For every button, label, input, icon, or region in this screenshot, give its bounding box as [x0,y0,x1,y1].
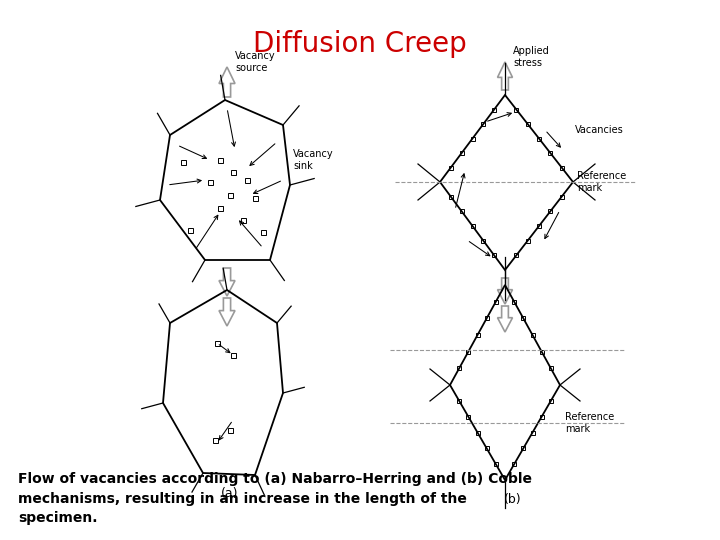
Bar [217,206,222,211]
Bar [245,178,250,183]
Bar [540,350,544,354]
Text: Reference
mark: Reference mark [577,171,626,193]
Bar [514,253,518,258]
Bar [470,224,474,228]
Bar [559,165,564,170]
Bar [253,195,258,200]
Bar [512,462,516,466]
Bar [467,415,470,419]
Text: Flow of vacancies according to (a) Nabarro–Herring and (b) Coble
mechanisms, res: Flow of vacancies according to (a) Nabar… [18,472,532,525]
Text: Diffusion Creep: Diffusion Creep [253,30,467,58]
Bar [512,300,516,303]
Text: Vacancies: Vacancies [575,125,624,135]
Bar [531,430,534,435]
Bar [559,194,564,199]
Bar [187,227,192,233]
Bar [492,107,496,111]
Bar [549,399,553,403]
Bar [494,300,498,303]
Bar [212,437,217,442]
Bar [521,316,526,320]
Bar [526,122,530,126]
Text: (a): (a) [221,487,239,500]
Bar [540,415,544,419]
Bar [240,218,246,222]
Bar [261,230,266,234]
Bar [521,447,526,450]
Bar [537,224,541,228]
Bar [526,239,530,242]
Bar [537,137,541,140]
Bar [470,137,474,140]
Bar [230,170,235,174]
Bar [549,210,552,213]
Bar [549,151,552,155]
Bar [459,151,464,155]
Bar [549,366,553,370]
Bar [215,341,220,346]
Bar [485,447,489,450]
Bar [482,239,485,242]
Bar [531,333,534,337]
Bar [449,165,453,170]
Bar [467,350,470,354]
Bar [449,194,453,199]
Text: (b): (b) [504,494,522,507]
Bar [457,366,462,370]
Text: Reference
mark: Reference mark [565,412,614,434]
Bar [492,253,496,258]
Bar [514,107,518,111]
Bar [459,210,464,213]
Bar [485,316,489,320]
Bar [217,158,222,163]
Bar [475,333,480,337]
Text: Vacancy
sink: Vacancy sink [293,149,333,171]
Bar [230,353,235,357]
Bar [457,399,462,403]
Bar [207,179,212,185]
Bar [482,122,485,126]
Bar [494,462,498,466]
Bar [228,192,233,198]
Bar [228,428,233,433]
Text: Applied
stress: Applied stress [513,46,550,68]
Bar [475,430,480,435]
Text: Vacancy
source: Vacancy source [235,51,276,73]
Bar [181,159,186,165]
